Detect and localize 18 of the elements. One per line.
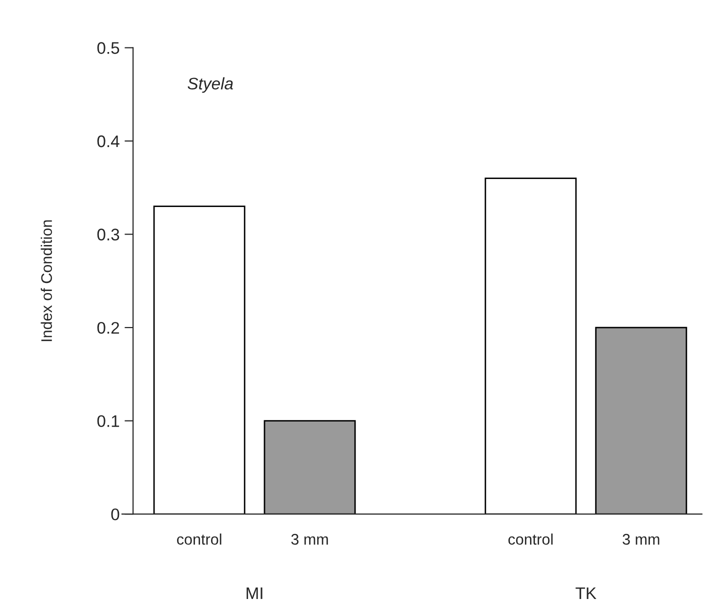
bar (484, 178, 577, 514)
x-tick-label: control (177, 534, 222, 545)
y-tick-label: 0.4 (97, 135, 120, 148)
annotation: Styela (188, 77, 233, 93)
x-tick-label: control (508, 534, 553, 545)
text: MI (246, 587, 262, 599)
x-tick-label: 3 mm (622, 534, 660, 545)
y-tick-label: 0 (111, 508, 120, 520)
y-tick-label: 0.1 (97, 415, 120, 428)
y-axis-title: Index of Condition (40, 220, 52, 342)
y-tick-label: 0.2 (97, 322, 120, 334)
y-tick-label: 0.5 (97, 42, 120, 54)
y-tick-label: 0.3 (97, 228, 120, 240)
bar (595, 326, 688, 514)
text: TK (576, 587, 596, 599)
x-tick-label: 3 mm (291, 534, 328, 545)
bar (153, 206, 246, 514)
bar (264, 420, 356, 514)
